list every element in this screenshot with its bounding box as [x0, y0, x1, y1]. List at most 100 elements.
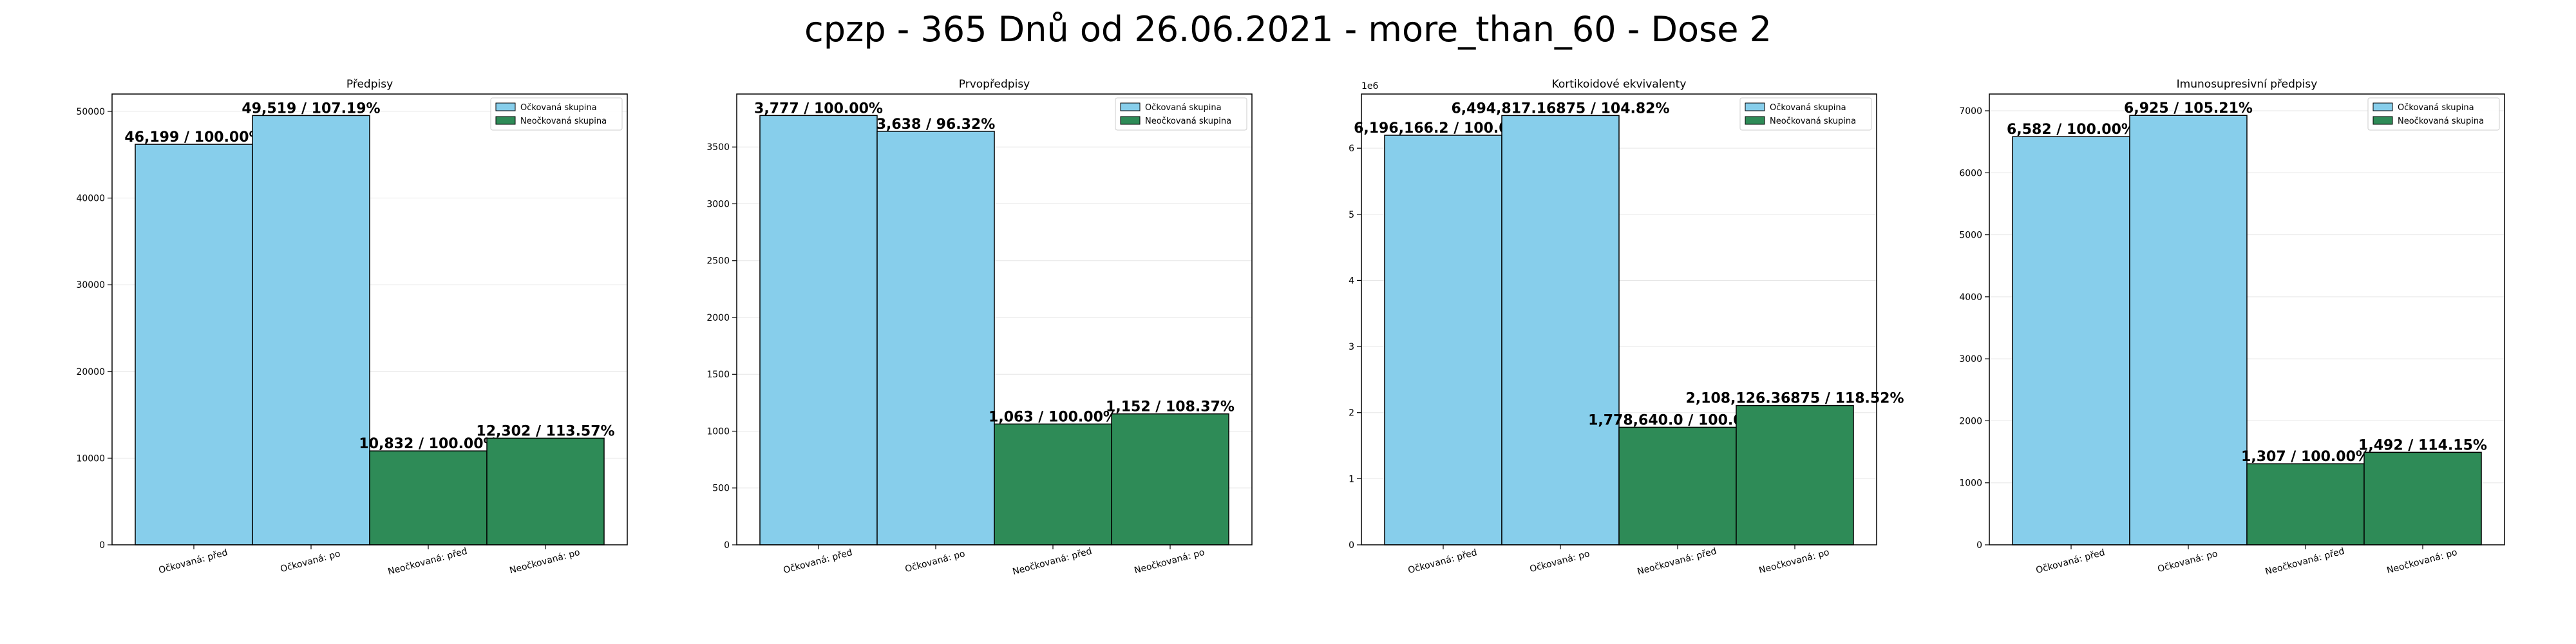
legend-label: Očkovaná skupina — [1145, 103, 1222, 113]
y-tick-label: 0 — [1349, 540, 1354, 551]
figure-title: cpzp - 365 Dnů od 26.06.2021 - more_than… — [804, 9, 1772, 50]
bar-value-label: 1,492 / 114.15% — [2358, 437, 2487, 453]
legend-box — [1739, 97, 1872, 131]
bar — [876, 131, 995, 545]
chart-title: Prvopředpisy — [959, 78, 1030, 91]
bar-value-label: 6,494,817.16875 / 104.82% — [1451, 100, 1669, 117]
bar-value-label: 1,307 / 100.00% — [2241, 449, 2370, 465]
axes-frame — [1361, 93, 1877, 545]
bar — [1618, 426, 1737, 545]
bar-value-label: 3,777 / 100.00% — [754, 100, 883, 117]
legend-swatch — [495, 102, 516, 111]
x-tick-label: Neočkovaná: před — [387, 546, 469, 577]
y-tick-label: 3500 — [706, 142, 730, 153]
x-tick-label: Neočkovaná: po — [509, 547, 582, 576]
x-tick-label: Očkovaná: před — [158, 547, 229, 576]
y-tick-label: 4000 — [1959, 292, 1982, 303]
legend-swatch — [495, 116, 516, 125]
y-tick-label: 10000 — [76, 453, 105, 464]
y-tick-label: 7000 — [1959, 106, 1982, 117]
y-tick-label: 40000 — [76, 194, 105, 204]
y-offset-text: 1e6 — [1361, 81, 1379, 91]
bar-value-label: 6,582 / 100.00% — [2007, 122, 2136, 138]
x-tick-label: Neočkovaná: před — [1012, 546, 1094, 577]
legend-label: Neočkovaná skupina — [520, 117, 607, 126]
y-tick-label: 4 — [1349, 276, 1354, 286]
x-tick-label: Očkovaná: po — [2157, 549, 2219, 574]
y-tick-label: 5 — [1349, 210, 1354, 220]
y-tick-label: 2 — [1349, 408, 1354, 419]
y-tick-label: 500 — [712, 484, 730, 494]
y-tick-label: 30000 — [76, 280, 105, 290]
legend-label: Neočkovaná skupina — [1770, 117, 1856, 126]
y-tick-label: 0 — [1976, 540, 1982, 551]
y-tick-label: 2000 — [1959, 416, 1982, 426]
bar — [1736, 404, 1854, 545]
bar-value-label: 46,199 / 100.00% — [124, 129, 263, 146]
chart-panel-3: Kortikoidové ekvivalenty01234561e66,196,… — [1349, 78, 1904, 577]
legend-label: Neočkovaná skupina — [2398, 117, 2484, 126]
y-tick-label: 1500 — [706, 370, 730, 380]
y-tick-label: 6 — [1349, 144, 1354, 154]
legend-swatch — [1120, 116, 1141, 125]
bar — [2246, 463, 2365, 545]
bar-value-label: 6,925 / 105.21% — [2124, 100, 2253, 117]
bar — [1384, 135, 1502, 545]
y-tick-label: 3000 — [706, 199, 730, 209]
x-tick-label: Očkovaná: po — [279, 549, 342, 574]
y-tick-label: 6000 — [1959, 168, 1982, 178]
bar-value-label: 1,152 / 108.37% — [1106, 399, 1235, 415]
x-tick-label: Očkovaná: po — [904, 549, 967, 574]
y-tick-label: 3 — [1349, 342, 1354, 352]
chart-title: Předpisy — [346, 78, 393, 91]
chart-title: Kortikoidové ekvivalenty — [1552, 78, 1687, 91]
legend-label: Očkovaná skupina — [1770, 103, 1846, 113]
bar — [2012, 136, 2130, 545]
chart-panel-2: Prvopředpisy 0 500 1000 1500 2000 2500 3000 3500… — [706, 78, 1253, 577]
legend-box — [1115, 97, 1247, 131]
bar — [486, 437, 605, 545]
y-tick-label: 1 — [1349, 474, 1354, 484]
axes-frame — [111, 93, 628, 545]
y-tick-label: 3000 — [1959, 354, 1982, 365]
bar — [759, 115, 878, 545]
y-tick-label: 2500 — [706, 256, 730, 267]
x-tick-label: Neočkovaná: před — [1636, 546, 1718, 577]
x-tick-label: Očkovaná: před — [2035, 547, 2107, 576]
x-tick-label: Neočkovaná: po — [1133, 547, 1206, 576]
legend-swatch — [1745, 102, 1765, 111]
y-tick-label: 5000 — [1959, 231, 1982, 241]
bar — [1111, 413, 1229, 545]
bar-value-label: 12,302 / 113.57% — [476, 423, 614, 439]
legend-box — [490, 97, 623, 131]
x-tick-label: Očkovaná: před — [782, 547, 854, 576]
x-tick-label: Neočkovaná: po — [1758, 547, 1831, 576]
legend-swatch — [2372, 102, 2393, 111]
legend-swatch — [2372, 116, 2393, 125]
bar — [369, 450, 488, 545]
chart-panel-1: Předpisy 0 10000 20000 30000 40000 50000 46,199… — [76, 78, 628, 577]
chart-title: Imunosupresivní předpisy — [2177, 78, 2318, 91]
x-tick-label: Neočkovaná: po — [2386, 547, 2459, 576]
axes-frame — [1989, 93, 2505, 545]
y-tick-label: 2000 — [706, 313, 730, 323]
x-tick-label: Očkovaná: před — [1407, 547, 1479, 576]
y-tick-label: 1000 — [1959, 478, 1982, 489]
axes-frame — [736, 93, 1253, 545]
bar — [135, 144, 253, 545]
x-tick-label: Očkovaná: po — [1529, 549, 1591, 574]
bar — [1501, 115, 1620, 545]
y-tick-label: 0 — [99, 540, 105, 551]
y-tick-label: 0 — [724, 540, 730, 551]
y-tick-label: 20000 — [76, 367, 105, 377]
y-tick-label: 1000 — [706, 426, 730, 437]
chart-panel-4: Imunosupresivní předpisy 0 1000 2000 3000 400… — [1959, 78, 2505, 577]
legend-label: Očkovaná skupina — [2398, 103, 2474, 113]
bar-value-label: 10,832 / 100.00% — [359, 436, 497, 452]
legend-label: Očkovaná skupina — [520, 103, 597, 113]
bar-value-label: 49,519 / 107.19% — [242, 100, 380, 117]
bar — [2363, 451, 2482, 545]
legend-swatch — [1120, 102, 1141, 111]
legend-box — [2367, 97, 2500, 131]
bar-value-label: 2,108,126.36875 / 118.52% — [1685, 391, 1904, 407]
